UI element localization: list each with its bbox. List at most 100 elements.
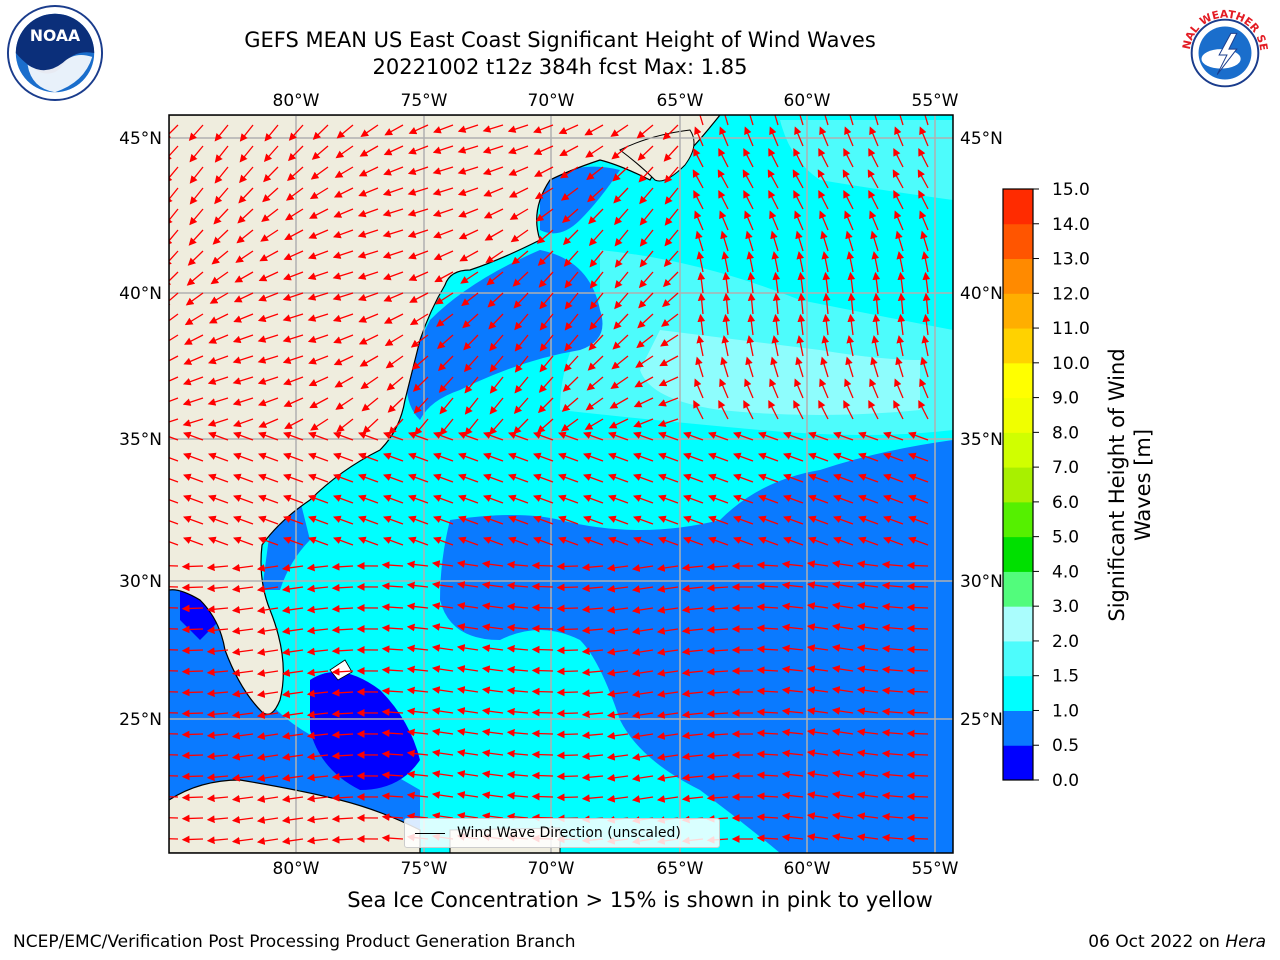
wind-wave-arrow: [633, 397, 654, 408]
wind-wave-arrow: [433, 250, 454, 261]
wind-wave-arrow: [381, 729, 404, 738]
wind-wave-arrow: [681, 563, 704, 572]
wind-wave-arrow: [718, 148, 729, 168]
colorbar: [1003, 189, 1033, 781]
wind-wave-arrow: [843, 190, 854, 210]
wind-wave-arrow: [611, 145, 629, 160]
wind-wave-arrow: [506, 749, 529, 758]
wind-wave-arrow: [431, 728, 454, 736]
wind-wave-arrow: [169, 733, 179, 735]
wind-wave-arrow: [881, 770, 904, 779]
wind-wave-arrow: [384, 334, 404, 346]
wind-wave-arrow: [869, 378, 879, 399]
wind-wave-arrow: [407, 229, 429, 238]
wind-wave-arrow: [456, 560, 479, 568]
wind-wave-arrow: [232, 355, 254, 364]
wind-wave-arrow: [856, 602, 879, 611]
wind-wave-arrow: [806, 770, 829, 778]
wind-wave-arrow: [169, 565, 179, 567]
wind-wave-arrow: [287, 145, 304, 162]
wind-wave-arrow: [231, 563, 254, 572]
wind-wave-arrow: [432, 473, 454, 483]
wind-wave-arrow: [638, 166, 654, 183]
wind-wave-arrow: [407, 208, 429, 217]
wind-wave-arrow: [797, 292, 806, 315]
wind-wave-arrow: [482, 452, 504, 462]
wind-wave-arrow: [557, 431, 579, 441]
noaa-logo: NOAA: [6, 4, 104, 102]
wind-wave-arrow: [282, 334, 304, 343]
wind-wave-arrow: [456, 707, 479, 715]
wind-wave-arrow: [431, 770, 454, 778]
wind-wave-arrow: [531, 792, 554, 801]
colorbar-tick-label: 1.0: [1052, 701, 1079, 721]
wind-wave-arrow: [207, 431, 229, 441]
colorbar-ticks: 0.0 0.5 1.0 1.5 2.0 3.0 4.0 5.0 6.0 7.0 8.0 9.0 10.0…: [1033, 180, 1090, 791]
wind-wave-arrow: [485, 250, 504, 264]
wind-wave-arrow: [870, 230, 879, 252]
wind-wave-arrow: [869, 126, 879, 147]
wind-wave-arrow: [559, 145, 579, 157]
wind-wave-arrow: [207, 494, 229, 504]
wind-wave-arrow: [432, 187, 454, 196]
wind-wave-arrow: [563, 250, 579, 267]
wind-wave-arrow: [507, 452, 529, 462]
wind-wave-arrow: [869, 210, 879, 231]
wind-wave-arrow: [772, 292, 781, 315]
noaa-logo-text: NOAA: [30, 26, 81, 45]
wind-wave-arrow: [682, 473, 704, 483]
wind-wave-arrow: [406, 581, 429, 590]
wind-wave-arrow: [382, 473, 404, 483]
wind-wave-arrow: [212, 229, 229, 245]
wind-wave-arrow: [639, 250, 654, 268]
wind-wave-arrow: [256, 669, 279, 677]
wind-wave-arrow: [306, 752, 329, 761]
wind-wave-arrow: [483, 187, 504, 197]
wind-wave-arrow: [237, 208, 254, 224]
wind-wave-arrow: [256, 627, 279, 635]
colorbar-tick-label: 13.0: [1052, 250, 1090, 270]
wind-wave-arrow: [892, 169, 904, 189]
wind-wave-arrow: [383, 292, 404, 302]
wind-wave-arrow: [407, 187, 429, 196]
wind-wave-arrow: [169, 520, 179, 525]
wind-wave-arrow: [332, 431, 354, 441]
wind-wave-arrow: [169, 775, 179, 777]
wind-wave-arrow: [807, 473, 829, 483]
wind-wave-arrow: [357, 229, 379, 238]
wind-wave-arrow: [461, 292, 479, 307]
wind-wave-arrow: [331, 814, 354, 823]
wind-wave-arrow: [707, 515, 729, 525]
wind-wave-arrow: [681, 668, 704, 677]
colorbar-tick-label: 11.0: [1052, 319, 1090, 339]
colorbar-tick-label: 14.0: [1052, 215, 1090, 235]
wind-wave-arrow: [781, 749, 804, 758]
wind-wave-arrow: [581, 626, 604, 635]
wind-wave-arrow: [868, 190, 879, 210]
wind-wave-arrow: [181, 562, 204, 571]
run-date-text: 06 Oct 2022 on: [1088, 932, 1220, 952]
wind-wave-arrow: [806, 665, 829, 673]
wind-wave-arrow: [606, 668, 629, 677]
wind-wave-arrow: [531, 813, 554, 822]
wind-wave-arrow: [231, 689, 254, 698]
wind-wave-arrow: [169, 649, 179, 651]
wind-wave-arrow: [706, 604, 729, 613]
wind-wave-arrow: [906, 729, 929, 738]
wind-wave-arrow: [508, 187, 529, 198]
wind-wave-arrow: [656, 774, 679, 782]
wind-wave-arrow: [856, 749, 879, 758]
wind-wave-arrow: [719, 210, 729, 231]
wind-wave-arrow: [584, 418, 604, 430]
wind-wave-arrow: [457, 166, 479, 175]
sea-ice-note: Sea Ice Concentration > 15% is shown in …: [347, 888, 933, 912]
wind-wave-arrow: [613, 313, 629, 330]
wind-wave-arrow: [819, 210, 829, 231]
wind-wave-arrow: [721, 251, 730, 273]
wind-wave-arrow: [306, 647, 329, 656]
wind-wave-arrow: [881, 728, 904, 737]
wind-wave-arrow: [213, 208, 229, 225]
wind-wave-arrow: [189, 187, 204, 205]
wind-wave-arrow: [307, 536, 329, 546]
